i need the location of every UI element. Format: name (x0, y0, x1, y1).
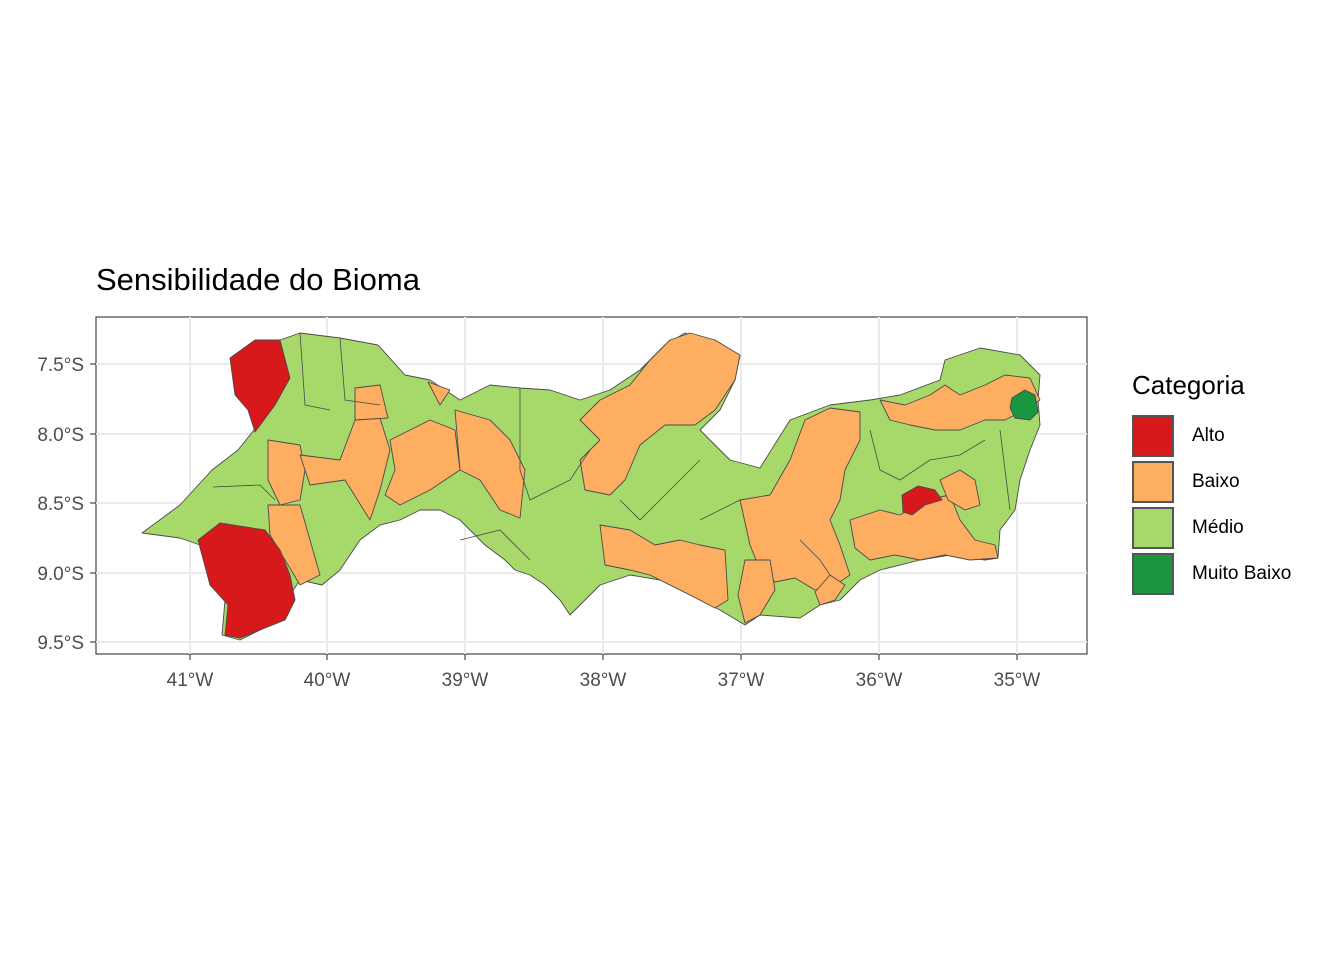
x-tick-label: 41°W (167, 670, 214, 691)
muni-alto-1 (229, 339, 291, 433)
x-tick-label: 35°W (994, 670, 1041, 691)
legend-item-medio: Médio (1132, 505, 1291, 551)
y-tick-label: 8.0°S (37, 425, 84, 446)
muni-baixo-4 (354, 384, 389, 421)
legend: Categoria Alto Baixo Médio Muito Baixo (1132, 370, 1291, 597)
muni-baixo-7 (427, 381, 451, 406)
boundary-line-7 (869, 429, 986, 481)
muni-baixo-9 (599, 524, 729, 609)
muni-baixo-1 (267, 439, 306, 506)
muni-baixo-5 (384, 419, 461, 506)
boundary-line-9 (459, 529, 531, 561)
y-tick-label: 7.5°S (37, 355, 84, 376)
x-tick-label: 39°W (442, 670, 489, 691)
muni-baixo-3 (299, 417, 391, 521)
legend-label: Muito Baixo (1192, 563, 1292, 584)
y-tick-label: 9.0°S (37, 564, 84, 585)
muni-baixo-10 (739, 407, 861, 591)
municipal-boundaries (212, 332, 1011, 576)
legend-label: Alto (1192, 425, 1225, 446)
y-tick-labels: 7.5°S 8.0°S 8.5°S 9.0°S 9.5°S (37, 355, 84, 654)
muni-muito-baixo-1 (1009, 389, 1039, 421)
muni-baixo-2 (267, 504, 321, 586)
boundary-line-6 (699, 499, 741, 521)
legend-key (1132, 553, 1174, 595)
legend-label: Baixo (1192, 471, 1240, 492)
muni-baixo-13 (879, 374, 1041, 431)
muni-alto-2 (197, 522, 296, 639)
boundary-line-8 (999, 429, 1011, 511)
legend-item-muito-baixo: Muito Baixo (1132, 551, 1291, 597)
boundary-line-10 (799, 539, 831, 576)
legend-label: Médio (1192, 517, 1244, 538)
legend-item-baixo: Baixo (1132, 459, 1291, 505)
boundary-line-2 (299, 332, 331, 411)
muni-baixo-6 (454, 409, 526, 519)
legend-item-alto: Alto (1132, 413, 1291, 459)
x-tick-labels: 41°W 40°W 39°W 38°W 37°W 36°W 35°W (167, 670, 1041, 691)
plot-title: Sensibilidade do Bioma (96, 262, 420, 297)
muni-alto-3 (901, 485, 943, 516)
x-tick-label: 36°W (856, 670, 903, 691)
muni-baixo-14 (939, 469, 981, 511)
municipalities-layer (141, 332, 1041, 641)
x-tick-label: 37°W (718, 670, 765, 691)
boundary-line-4 (519, 388, 591, 501)
boundary-line-1 (339, 337, 381, 406)
legend-title: Categoria (1132, 370, 1245, 400)
x-tick-label: 40°W (304, 670, 351, 691)
boundary-line-5 (619, 459, 701, 521)
x-tick-label: 38°W (580, 670, 627, 691)
legend-key (1132, 507, 1174, 549)
muni-baixo-15 (814, 574, 846, 606)
boundary-line-3 (212, 484, 276, 501)
legend-key (1132, 461, 1174, 503)
y-tick-label: 9.5°S (37, 633, 84, 654)
legend-key (1132, 415, 1174, 457)
muni-baixo-11 (737, 559, 776, 624)
axis-ticks (90, 363, 1018, 660)
muni-baixo-8 (579, 332, 741, 496)
y-tick-label: 8.5°S (37, 494, 84, 515)
